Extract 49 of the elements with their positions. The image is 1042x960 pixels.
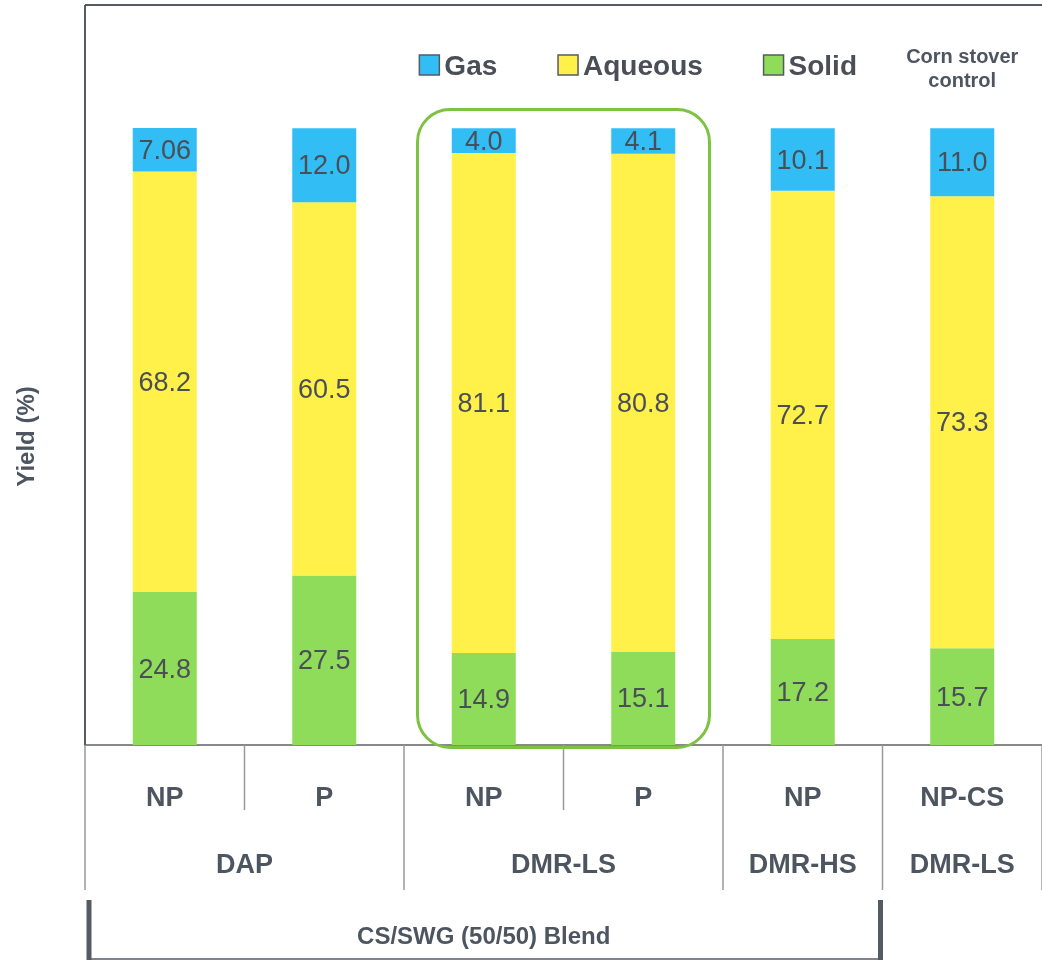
data-label: 73.3 [935, 407, 989, 438]
data-label: 80.8 [616, 387, 670, 418]
bar [292, 575, 357, 745]
bar [770, 190, 835, 639]
x-tick-label: NP [145, 781, 184, 812]
bar [930, 128, 995, 197]
legend-label: Aqueous [583, 49, 703, 81]
bar [132, 171, 197, 593]
text: DMR-HS [747, 848, 858, 881]
data-label: 15.7 [935, 681, 989, 712]
text: CS/SWG (50/50) Blend [356, 922, 612, 951]
data-label: 24.8 [138, 653, 192, 684]
data-label: 17.2 [776, 676, 830, 707]
data-label: 27.5 [297, 645, 351, 676]
bar [770, 638, 835, 745]
text: DAP [215, 848, 274, 881]
bar [451, 653, 516, 745]
bar [132, 592, 197, 745]
bar [611, 651, 676, 745]
data-label: 7.06 [138, 134, 192, 165]
data-label: 68.2 [138, 366, 192, 397]
y-axis-title: Yield (%) [11, 386, 39, 487]
bar [292, 202, 357, 576]
bar [770, 128, 835, 191]
bar [451, 153, 516, 654]
x-tick-label: NP [464, 781, 503, 812]
text: DMR-LS [908, 848, 1016, 881]
bar [292, 128, 357, 203]
bar [930, 648, 995, 745]
bar [930, 196, 995, 649]
data-label: 4.1 [624, 126, 663, 157]
legend-label: Gas [444, 49, 498, 81]
data-label: 4.0 [464, 125, 503, 156]
x-tick-label: NP-CS [920, 781, 1005, 812]
data-label: 10.1 [776, 144, 830, 175]
legend-label: Solid [788, 49, 858, 81]
data-label: 15.1 [616, 683, 670, 714]
bar [611, 153, 676, 652]
text: Corn stover control [905, 44, 1020, 92]
data-label: 72.7 [776, 399, 830, 430]
data-label: 14.9 [457, 684, 511, 715]
x-tick-label: NP [783, 781, 822, 812]
data-label: 60.5 [297, 373, 351, 404]
data-label: 81.1 [457, 388, 511, 419]
x-tick-label: P [634, 781, 653, 812]
data-label: 11.0 [936, 147, 988, 178]
text: DMR-LS [510, 848, 617, 881]
data-label: 12.0 [297, 150, 351, 181]
x-tick-label: P [315, 781, 334, 812]
